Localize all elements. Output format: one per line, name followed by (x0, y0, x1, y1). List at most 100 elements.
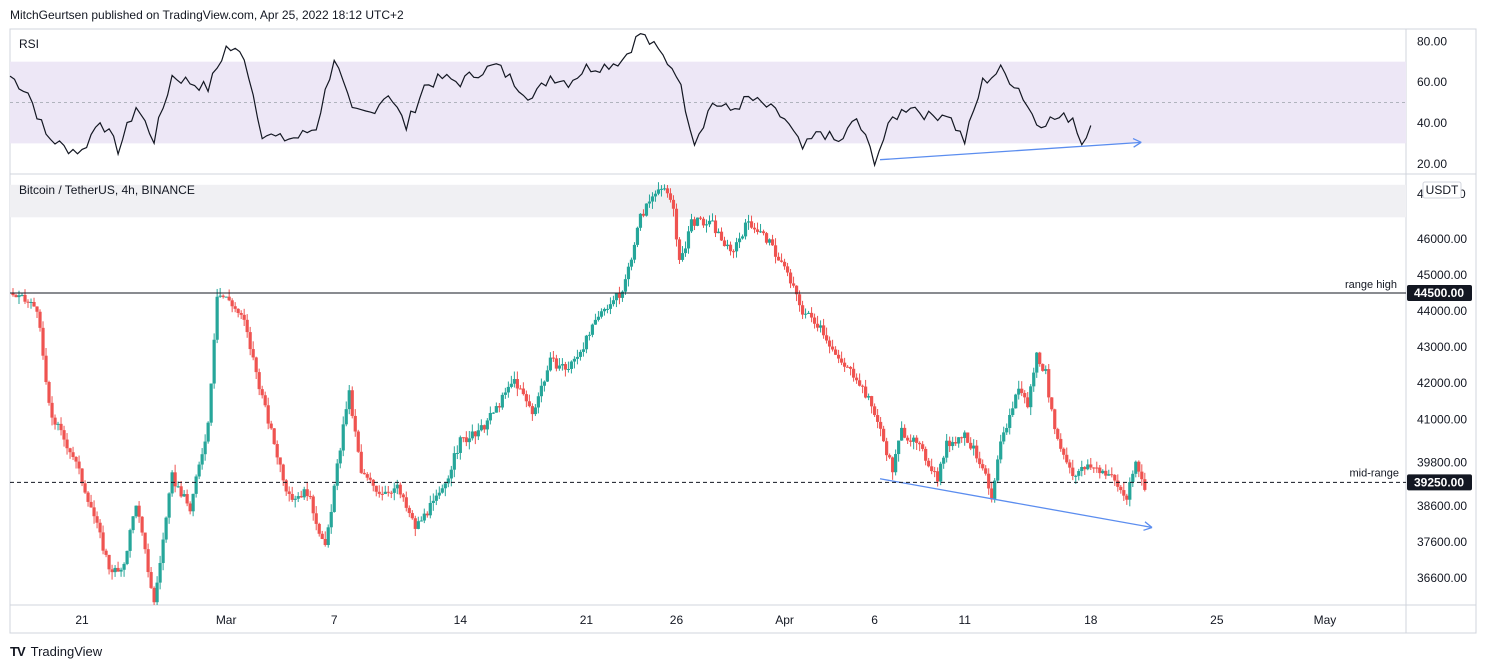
chart-frame (9, 28, 1477, 634)
currency-badge[interactable]: USDT (1426, 183, 1459, 197)
candle-body (1119, 486, 1123, 491)
candle-body (1128, 482, 1132, 500)
candle-body (632, 244, 637, 260)
candle-body (455, 452, 459, 454)
candle-body (927, 460, 931, 467)
candle-body (861, 385, 865, 387)
candle-body (236, 308, 240, 313)
candle-body (296, 496, 300, 499)
candle-body (842, 362, 847, 367)
candle-body (116, 567, 120, 572)
candle-body (356, 431, 360, 452)
currency-badge-box[interactable] (1422, 181, 1462, 199)
candle-body (428, 502, 432, 516)
candle-body (470, 431, 474, 439)
candle-body (855, 377, 859, 381)
candle-body (416, 521, 420, 529)
candle-body (32, 301, 36, 307)
candle-body (335, 463, 339, 486)
candle-body (257, 372, 261, 390)
candle-body (662, 188, 667, 190)
candle-body (125, 550, 129, 564)
candle-body (536, 396, 540, 408)
candle-body (515, 379, 519, 389)
candle-body (824, 335, 829, 341)
time-axis[interactable]: 21 Mar 7 14 21 26 Apr 6 11 18 25 May (75, 613, 1336, 627)
candle-body (852, 368, 856, 378)
candle-body (65, 439, 69, 449)
candle-body (879, 421, 883, 429)
candle-body (71, 452, 75, 458)
candle-body (464, 437, 468, 443)
candle-body (410, 513, 414, 519)
candle-body (218, 295, 222, 297)
candle-body (44, 355, 48, 383)
candle-body (1131, 473, 1135, 483)
candle-body (668, 193, 673, 200)
candle-body (963, 432, 967, 438)
candle-body (638, 213, 643, 228)
price-pane[interactable]: range high mid-range Bitcoin / TetherUS,… (10, 181, 1472, 605)
candle-body (587, 334, 592, 336)
candle-body (945, 440, 949, 458)
candle-body (680, 253, 685, 260)
candle-body (287, 491, 291, 494)
price-tick-label: 43000.00 (1417, 340, 1467, 354)
candle-body (155, 582, 159, 603)
candle-body (107, 554, 111, 570)
candle-body (374, 485, 378, 492)
candle-body (17, 295, 21, 298)
candle-body (485, 420, 489, 430)
candle-body (11, 293, 15, 296)
time-tick-label: Mar (216, 613, 237, 627)
candle-body (698, 217, 703, 219)
chart[interactable]: RSI 80.00 60.00 40.00 20.00 range high mid-… (0, 0, 1488, 640)
candle-body (224, 296, 228, 298)
candle-body (551, 357, 555, 359)
candle-body (623, 279, 628, 292)
candle-body (98, 522, 102, 533)
candle-body (401, 494, 405, 498)
price-tick-label: 41000.00 (1417, 412, 1467, 426)
candle-body (728, 244, 733, 252)
rsi-pane[interactable]: RSI 80.00 60.00 40.00 20.00 (9, 33, 1447, 171)
candle-body (827, 340, 832, 347)
candle-body (1020, 388, 1024, 394)
candle-body (948, 440, 952, 447)
resistance-zone (10, 184, 1406, 218)
candle-body (737, 238, 742, 243)
candle-body (1053, 409, 1057, 430)
candle-body (864, 386, 868, 398)
price-tick-label: 46000.00 (1417, 232, 1467, 246)
candle-body (1116, 480, 1120, 487)
candle-body (245, 319, 249, 333)
candle-body (990, 488, 994, 500)
candle-body (797, 294, 802, 306)
candle-body (888, 455, 892, 458)
candle-body (602, 308, 607, 312)
candle-body (806, 312, 811, 314)
publisher-header: MitchGeurtsen published on TradingView.c… (10, 8, 404, 22)
time-tick-label: 6 (871, 613, 878, 627)
candle-body (365, 474, 369, 478)
candle-body (1134, 461, 1138, 474)
candle-body (849, 366, 853, 369)
candle-body (533, 407, 537, 415)
candle-body (140, 516, 144, 533)
candle-body (1086, 464, 1090, 470)
candle-body (530, 406, 534, 415)
candle-body (782, 261, 787, 267)
candle-body (227, 296, 231, 301)
candle-body (512, 379, 516, 384)
candle-body (89, 501, 93, 508)
time-tick-label: 21 (75, 613, 89, 627)
candle-body (104, 550, 108, 555)
candle-body (92, 507, 96, 517)
candle-body (1089, 464, 1093, 468)
candle-body (209, 383, 213, 423)
candle-body (158, 563, 162, 583)
candle-body (341, 424, 345, 451)
candle-body (230, 300, 234, 307)
candle-body (101, 532, 105, 551)
candle-body (572, 358, 577, 362)
